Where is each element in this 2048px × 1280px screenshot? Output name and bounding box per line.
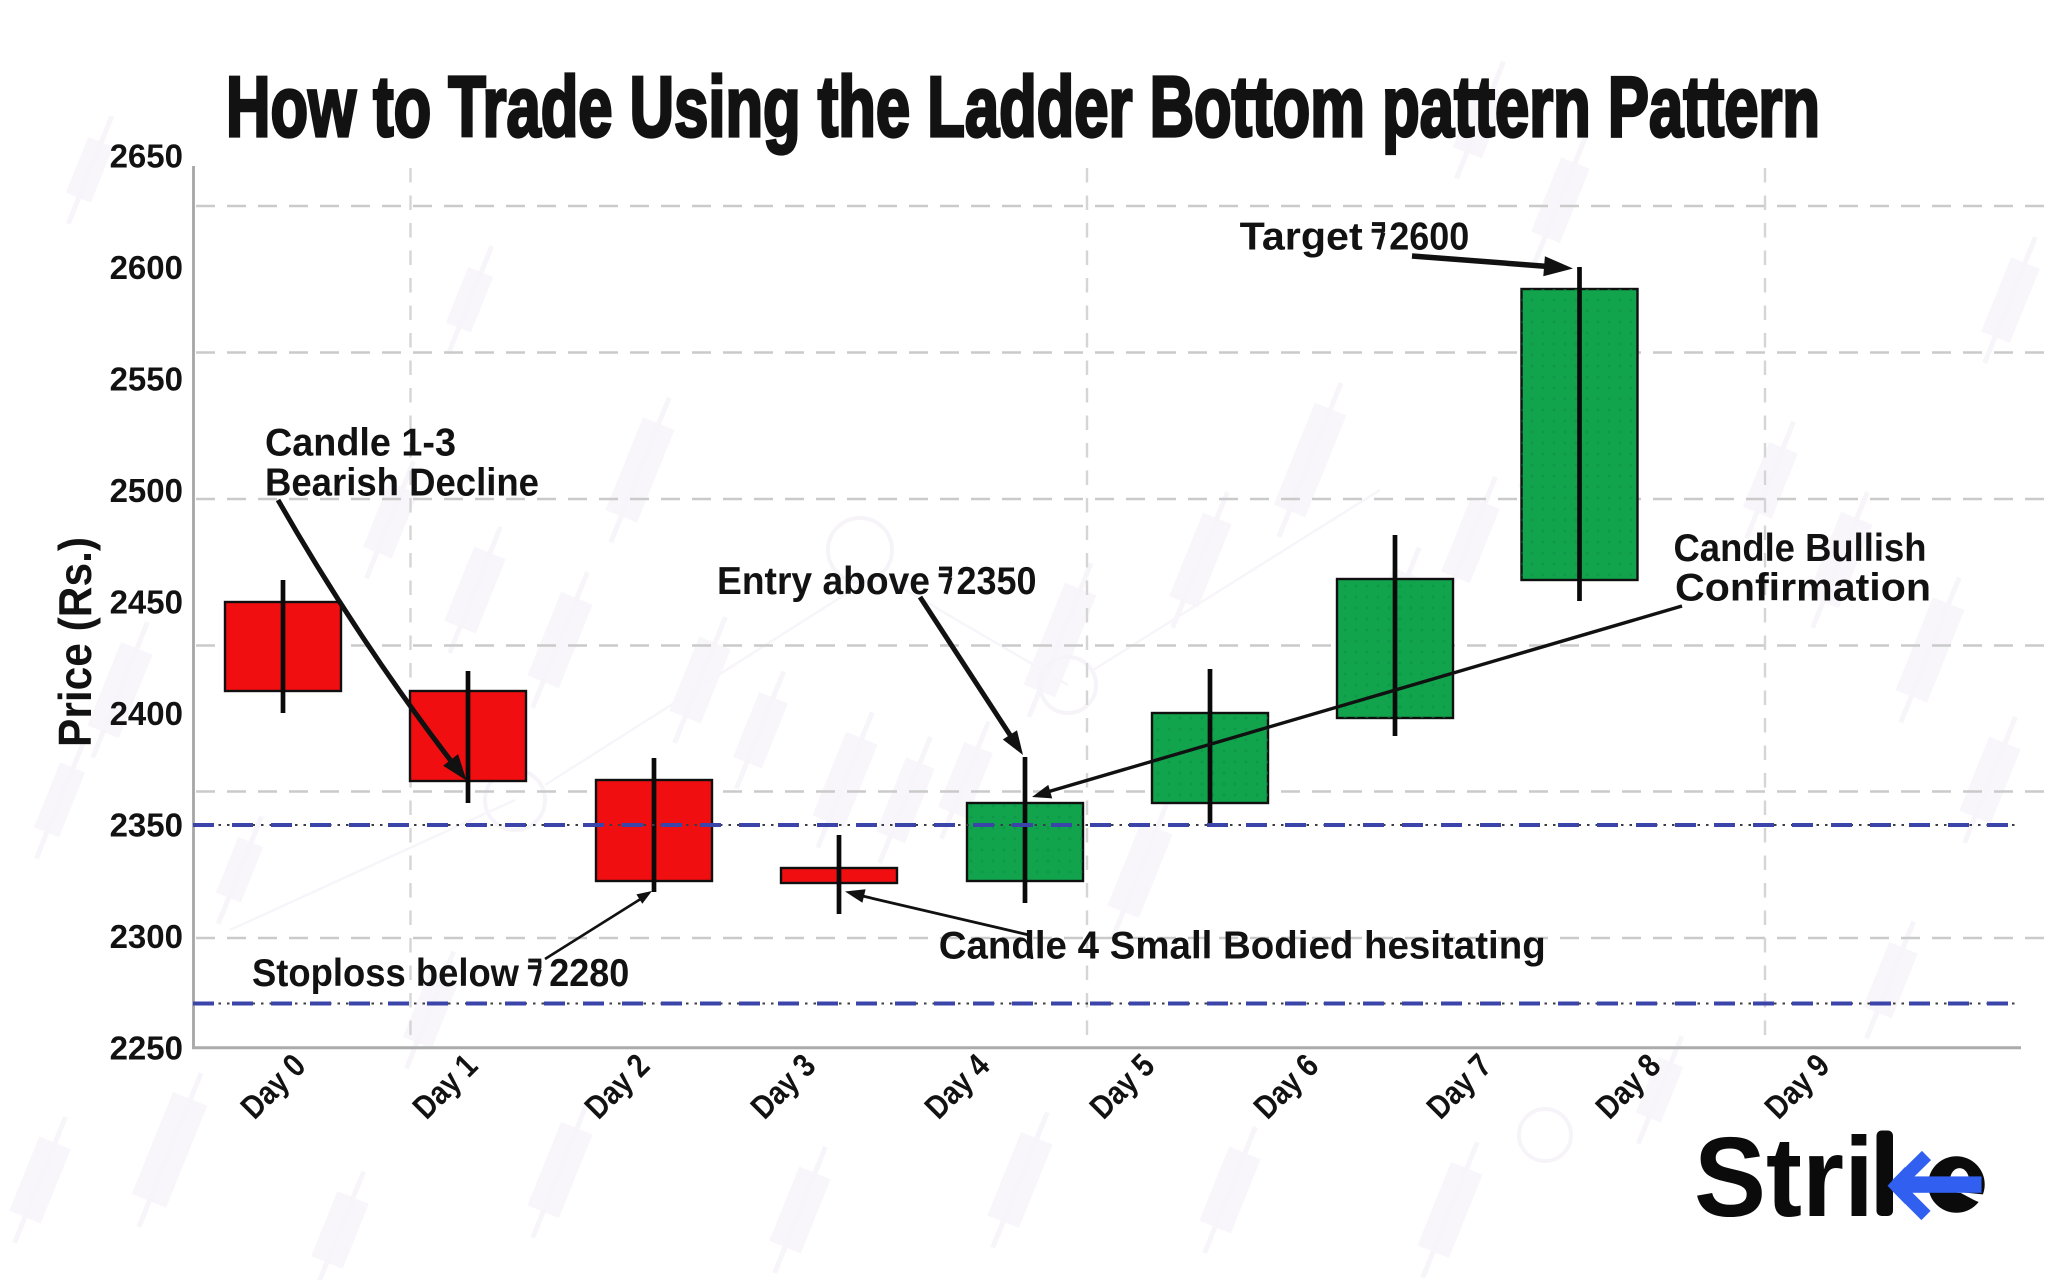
svg-text:Day 7: Day 7 — [1419, 1046, 1498, 1125]
svg-text:2400: 2400 — [110, 695, 183, 732]
svg-text:Day 0: Day 0 — [233, 1046, 312, 1125]
svg-text:Day 4: Day 4 — [917, 1046, 997, 1126]
svg-text:Stoploss below: Stoploss below — [252, 952, 520, 995]
svg-text:Candle 4 Small Bodied hesitati: Candle 4 Small Bodied hesitating — [939, 925, 1546, 968]
svg-text:2350: 2350 — [110, 807, 183, 844]
svg-text:2250: 2250 — [110, 1030, 183, 1067]
svg-text:2350: 2350 — [957, 560, 1037, 603]
svg-text:2280: 2280 — [549, 952, 629, 995]
svg-text:2600: 2600 — [1389, 216, 1469, 259]
svg-text:2550: 2550 — [110, 361, 183, 398]
svg-text:2300: 2300 — [110, 918, 183, 955]
svg-text:Price (Rs.): Price (Rs.) — [49, 537, 101, 747]
svg-text:Confirmation: Confirmation — [1675, 567, 1931, 610]
svg-text:Stri: Stri — [1694, 1114, 1874, 1240]
svg-text:Bearish Decline: Bearish Decline — [265, 462, 539, 505]
svg-text:2650: 2650 — [110, 138, 183, 175]
svg-text:Candle 1-3: Candle 1-3 — [265, 422, 456, 465]
svg-text:Day 6: Day 6 — [1246, 1046, 1325, 1125]
svg-text:2600: 2600 — [110, 249, 183, 286]
svg-text:Candle Bullish: Candle Bullish — [1674, 527, 1927, 570]
svg-text:Day 1: Day 1 — [405, 1046, 484, 1125]
svg-text:2500: 2500 — [110, 472, 183, 509]
svg-text:Day 5: Day 5 — [1082, 1046, 1161, 1125]
svg-text:Entry above: Entry above — [717, 560, 930, 603]
svg-text:2450: 2450 — [110, 584, 183, 621]
svg-text:Target: Target — [1240, 216, 1363, 259]
svg-text:How to Trade Using the Ladder: How to Trade Using the Ladder Bottom pat… — [226, 60, 1820, 155]
svg-text:Day 3: Day 3 — [743, 1046, 822, 1125]
svg-text:Day 2: Day 2 — [577, 1046, 656, 1125]
